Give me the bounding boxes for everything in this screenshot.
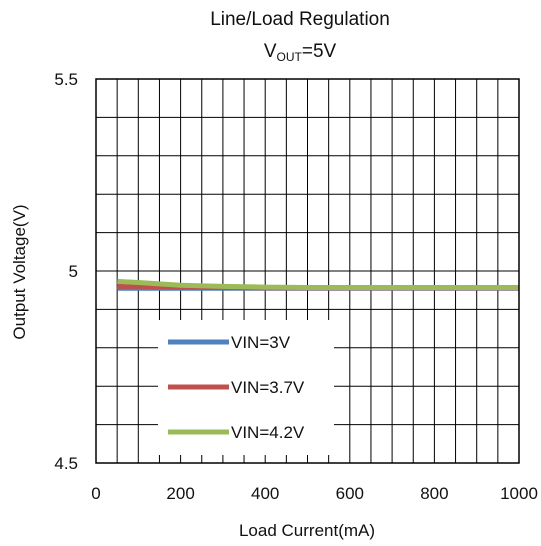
y-axis-label: Output Voltage(V) bbox=[10, 204, 29, 339]
x-axis-label: Load Current(mA) bbox=[239, 521, 375, 540]
y-tick-label: 5.5 bbox=[54, 70, 78, 89]
legend-label-1: VIN=3V bbox=[231, 333, 291, 352]
x-tick-label: 1000 bbox=[500, 484, 538, 503]
x-tick-label: 600 bbox=[336, 484, 364, 503]
legend-label-3: VIN=4.2V bbox=[231, 423, 305, 442]
subtitle-prefix: V bbox=[264, 41, 277, 62]
legend: VIN=3V VIN=3.7V VIN=4.2V bbox=[158, 320, 334, 455]
series-line-3 bbox=[117, 278, 519, 290]
subtitle-subscript: OUT bbox=[277, 50, 303, 64]
plot-frame bbox=[95, 78, 520, 464]
legend-label-2: VIN=3.7V bbox=[231, 378, 305, 397]
x-tick-label: 800 bbox=[420, 484, 448, 503]
x-tick-label: 0 bbox=[91, 484, 100, 503]
y-tick-label: 5 bbox=[69, 262, 78, 281]
chart-title: Line/Load Regulation bbox=[210, 9, 390, 30]
chart-subtitle: VOUT=5V bbox=[264, 41, 337, 64]
subtitle-suffix: =5V bbox=[302, 41, 337, 62]
series-lines bbox=[117, 278, 519, 291]
plot-border bbox=[95, 78, 520, 464]
x-tick-label: 200 bbox=[166, 484, 194, 503]
tick-labels: 0 200 400 600 800 1000 4.5 5 5.5 bbox=[54, 70, 538, 503]
grid bbox=[96, 79, 519, 463]
y-tick-label: 4.5 bbox=[54, 454, 78, 473]
x-tick-label: 400 bbox=[251, 484, 279, 503]
